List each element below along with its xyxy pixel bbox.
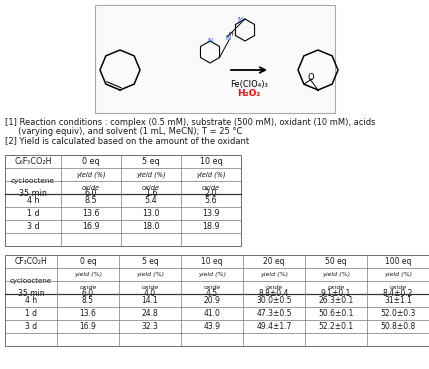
Text: Fe(ClO₄)₃: Fe(ClO₄)₃ xyxy=(230,79,268,89)
Text: yield (%): yield (%) xyxy=(260,272,288,277)
Text: C₆F₅CO₂H: C₆F₅CO₂H xyxy=(14,157,52,166)
Text: [2] Yield is calculated based on the amount of the oxidant: [2] Yield is calculated based on the amo… xyxy=(5,136,249,145)
Text: 0 eq: 0 eq xyxy=(80,257,97,266)
Text: 2.0: 2.0 xyxy=(205,190,218,199)
Text: 1 d: 1 d xyxy=(27,209,39,218)
Text: 13.0: 13.0 xyxy=(142,209,160,218)
Bar xyxy=(5,155,241,246)
Text: 4 h: 4 h xyxy=(25,296,37,305)
Text: H₂O₂: H₂O₂ xyxy=(237,89,261,97)
Text: 8.4±0.2: 8.4±0.2 xyxy=(383,290,413,299)
Text: yield (%): yield (%) xyxy=(136,171,166,178)
Text: oxide: oxide xyxy=(327,285,344,290)
Text: 18.9: 18.9 xyxy=(202,222,220,231)
Text: 41.0: 41.0 xyxy=(204,309,221,318)
Text: yield (%): yield (%) xyxy=(384,272,412,277)
Text: 8.5: 8.5 xyxy=(85,196,97,205)
Text: cyclooctene: cyclooctene xyxy=(10,278,52,284)
Text: oxide: oxide xyxy=(142,285,159,290)
Text: 6.0: 6.0 xyxy=(82,290,94,299)
Text: 16.9: 16.9 xyxy=(82,222,100,231)
Text: 31±1.1: 31±1.1 xyxy=(384,296,412,305)
Text: 5.6: 5.6 xyxy=(205,196,218,205)
Text: 8.8±0.4: 8.8±0.4 xyxy=(259,290,289,299)
Text: 35 min: 35 min xyxy=(19,190,47,199)
Text: 10 eq: 10 eq xyxy=(201,257,223,266)
Text: 5.4: 5.4 xyxy=(145,196,157,205)
Text: oxide: oxide xyxy=(82,184,100,190)
Bar xyxy=(5,255,429,346)
Text: 0 eq: 0 eq xyxy=(82,157,100,166)
Text: 4.0: 4.0 xyxy=(144,290,156,299)
Text: yield (%): yield (%) xyxy=(196,171,226,178)
Text: 52.2±0.1: 52.2±0.1 xyxy=(318,322,353,331)
Text: 9.1±0.1: 9.1±0.1 xyxy=(321,290,351,299)
Text: 50 eq: 50 eq xyxy=(325,257,347,266)
Text: 1 d: 1 d xyxy=(25,309,37,318)
Text: yield (%): yield (%) xyxy=(74,272,102,277)
Text: 14.1: 14.1 xyxy=(142,296,158,305)
Text: 20.9: 20.9 xyxy=(204,296,221,305)
Text: 5 eq: 5 eq xyxy=(142,157,160,166)
Text: 20 eq: 20 eq xyxy=(263,257,285,266)
Text: oxide: oxide xyxy=(79,285,97,290)
Text: 3 d: 3 d xyxy=(27,222,39,231)
Text: 5 eq: 5 eq xyxy=(142,257,158,266)
Text: 32.3: 32.3 xyxy=(142,322,158,331)
Text: yield (%): yield (%) xyxy=(76,171,106,178)
Text: oxide: oxide xyxy=(390,285,407,290)
Text: 4.5: 4.5 xyxy=(206,290,218,299)
Text: 10 eq: 10 eq xyxy=(199,157,222,166)
Text: 6.0: 6.0 xyxy=(85,190,97,199)
Text: CF₃CO₂H: CF₃CO₂H xyxy=(15,257,47,266)
Text: 13.9: 13.9 xyxy=(202,209,220,218)
Text: oxide: oxide xyxy=(202,184,220,190)
Text: N: N xyxy=(207,38,213,44)
Text: yield (%): yield (%) xyxy=(198,272,226,277)
Text: 43.9: 43.9 xyxy=(203,322,221,331)
Text: oxide: oxide xyxy=(266,285,283,290)
Text: H: H xyxy=(229,32,233,38)
Text: oxide: oxide xyxy=(203,285,221,290)
Text: 4 h: 4 h xyxy=(27,196,39,205)
Text: 100 eq: 100 eq xyxy=(385,257,411,266)
Text: 1.6: 1.6 xyxy=(145,190,157,199)
Text: [1] Reaction conditions : complex (0.5 mM), substrate (500 mM), oxidant (10 mM),: [1] Reaction conditions : complex (0.5 m… xyxy=(5,118,375,127)
Text: 24.8: 24.8 xyxy=(142,309,158,318)
Text: 50.6±0.1: 50.6±0.1 xyxy=(318,309,353,318)
Text: (varying equiv), and solvent (1 mL, MeCN); T = 25 °C: (varying equiv), and solvent (1 mL, MeCN… xyxy=(5,127,242,136)
Text: 3 d: 3 d xyxy=(25,322,37,331)
Text: 49.4±1.7: 49.4±1.7 xyxy=(256,322,292,331)
Text: 26.3±0.1: 26.3±0.1 xyxy=(318,296,353,305)
Text: 18.0: 18.0 xyxy=(142,222,160,231)
Text: N: N xyxy=(225,35,231,41)
Text: 30.0±0.5: 30.0±0.5 xyxy=(256,296,292,305)
Text: 13.6: 13.6 xyxy=(82,209,100,218)
Text: cyclooctene: cyclooctene xyxy=(11,178,55,184)
Text: 8.5: 8.5 xyxy=(82,296,94,305)
Text: 16.9: 16.9 xyxy=(79,322,97,331)
Text: N: N xyxy=(237,17,242,24)
Text: 35 min: 35 min xyxy=(18,290,44,299)
Text: yield (%): yield (%) xyxy=(136,272,164,277)
Text: 50.8±0.8: 50.8±0.8 xyxy=(381,322,416,331)
Text: 47.3±0.5: 47.3±0.5 xyxy=(256,309,292,318)
Bar xyxy=(95,5,335,113)
Text: 52.0±0.3: 52.0±0.3 xyxy=(381,309,416,318)
Text: oxide: oxide xyxy=(142,184,160,190)
Text: O: O xyxy=(308,73,314,82)
Text: 13.6: 13.6 xyxy=(79,309,97,318)
Text: yield (%): yield (%) xyxy=(322,272,350,277)
